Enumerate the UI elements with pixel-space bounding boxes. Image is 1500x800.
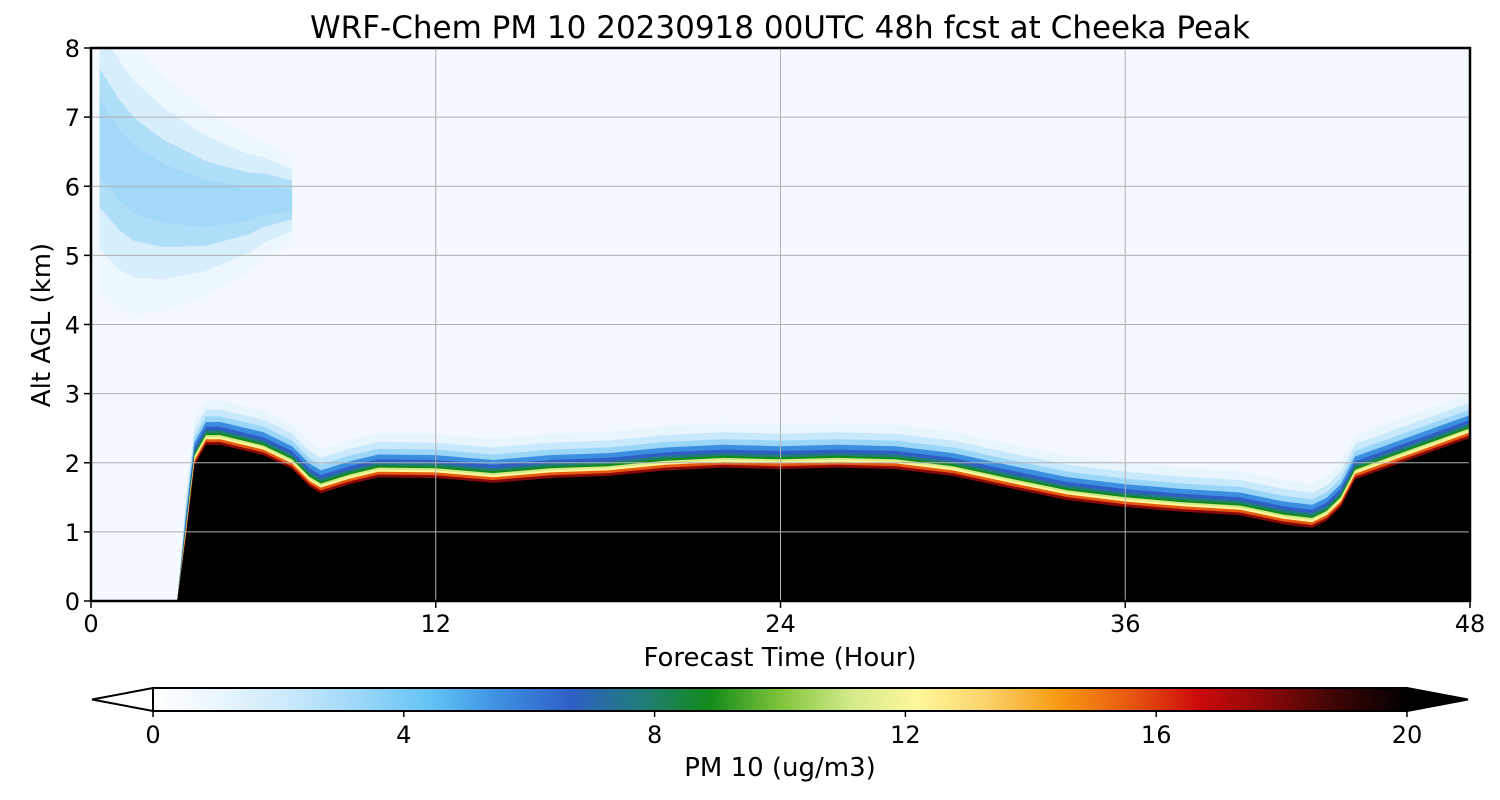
x-axis: 0 12 24 36 48 [83,601,1485,638]
elevated-plume [99,48,293,315]
colorbar-tick-label: 16 [1141,721,1172,749]
colorbar-ticks: 0 4 8 12 16 20 [145,711,1422,749]
x-tick-label: 0 [83,610,98,638]
grid [91,48,1470,601]
y-tick-label: 0 [65,588,80,616]
colorbar: 0 4 8 12 16 20 PM 10 (ug/m3) [91,686,1469,783]
y-axis: 0 1 2 3 4 5 6 7 8 [65,35,91,616]
x-tick-label: 12 [420,610,451,638]
colorbar-ramp [153,688,1407,711]
x-axis-label: Forecast Time (Hour) [643,643,916,673]
y-tick-label: 1 [65,519,80,547]
colorbar-extend-high [1406,686,1469,713]
plot-area [91,48,1470,601]
y-tick-label: 5 [65,242,80,270]
y-tick-label: 2 [65,450,80,478]
y-tick-label: 4 [65,312,80,340]
x-tick-label: 36 [1110,610,1141,638]
y-tick-label: 3 [65,381,80,409]
plume-band-3 [99,99,293,227]
x-tick-label: 48 [1455,610,1486,638]
colorbar-tick-label: 20 [1392,721,1423,749]
chart-title: WRF-Chem PM 10 20230918 00UTC 48h fcst a… [310,10,1250,46]
y-tick-label: 7 [65,104,80,132]
colorbar-extend-low [91,686,154,713]
colorbar-frame [152,687,1408,712]
colorbar-tick-label: 8 [647,721,662,749]
y-axis-label: Alt AGL (km) [27,243,57,407]
colorbar-label: PM 10 (ug/m3) [684,753,876,783]
colorbar-tick-label: 4 [396,721,411,749]
x-tick-label: 24 [765,610,796,638]
colorbar-tick-label: 0 [145,721,160,749]
y-tick-label: 6 [65,173,80,201]
y-tick-label: 8 [65,35,80,63]
colorbar-tick-label: 12 [890,721,921,749]
